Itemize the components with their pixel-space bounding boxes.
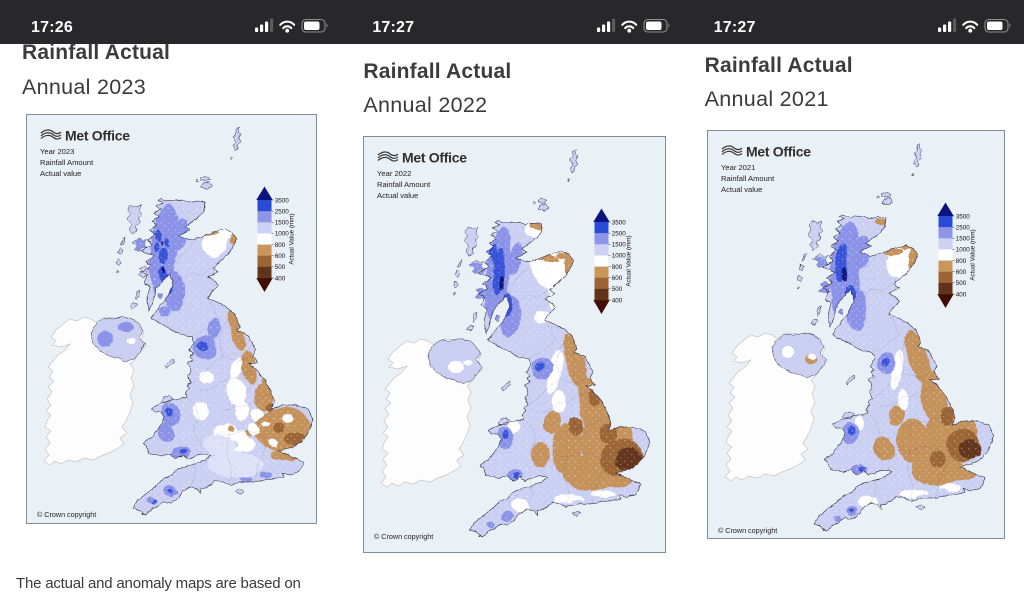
svg-text:1500: 1500 bbox=[612, 242, 627, 249]
svg-text:3500: 3500 bbox=[275, 197, 290, 204]
svg-text:Rainfall Amount: Rainfall Amount bbox=[40, 158, 94, 167]
svg-text:Actual value: Actual value bbox=[377, 191, 418, 200]
svg-text:1500: 1500 bbox=[956, 236, 971, 243]
svg-text:400: 400 bbox=[275, 275, 286, 282]
svg-text:800: 800 bbox=[612, 264, 623, 271]
svg-text:© Crown copyright: © Crown copyright bbox=[37, 510, 96, 519]
svg-text:500: 500 bbox=[956, 280, 967, 287]
svg-text:© Crown copyright: © Crown copyright bbox=[374, 532, 433, 541]
svg-text:500: 500 bbox=[612, 286, 623, 293]
svg-text:Actual Value (mm): Actual Value (mm) bbox=[289, 213, 296, 264]
svg-text:500: 500 bbox=[275, 264, 286, 271]
svg-text:Year 2023: Year 2023 bbox=[40, 147, 74, 156]
svg-text:3500: 3500 bbox=[956, 213, 971, 220]
svg-text:Rainfall Amount: Rainfall Amount bbox=[377, 180, 431, 189]
svg-text:800: 800 bbox=[956, 258, 967, 265]
svg-text:Year 2021: Year 2021 bbox=[721, 163, 755, 172]
svg-text:Actual value: Actual value bbox=[721, 185, 762, 194]
svg-text:Actual value: Actual value bbox=[40, 169, 81, 178]
svg-text:1500: 1500 bbox=[275, 220, 290, 227]
svg-text:1000: 1000 bbox=[612, 253, 627, 260]
svg-text:400: 400 bbox=[956, 291, 967, 298]
svg-text:© Crown copyright: © Crown copyright bbox=[718, 526, 777, 535]
svg-text:600: 600 bbox=[275, 253, 286, 260]
svg-text:Actual Value (mm): Actual Value (mm) bbox=[626, 235, 633, 286]
svg-text:600: 600 bbox=[612, 275, 623, 282]
svg-text:2500: 2500 bbox=[956, 224, 971, 231]
svg-text:Year 2022: Year 2022 bbox=[377, 169, 411, 178]
svg-text:800: 800 bbox=[275, 242, 286, 249]
svg-text:1000: 1000 bbox=[956, 247, 971, 254]
svg-text:Met Office: Met Office bbox=[746, 144, 811, 160]
svg-text:Rainfall Amount: Rainfall Amount bbox=[721, 174, 775, 183]
svg-text:3500: 3500 bbox=[612, 219, 627, 226]
svg-text:Met Office: Met Office bbox=[402, 150, 467, 166]
svg-text:2500: 2500 bbox=[612, 230, 627, 237]
svg-text:2500: 2500 bbox=[275, 208, 290, 215]
svg-text:Actual Value (mm): Actual Value (mm) bbox=[969, 229, 976, 280]
svg-text:Met Office: Met Office bbox=[65, 128, 130, 144]
svg-text:400: 400 bbox=[612, 297, 623, 304]
svg-text:1000: 1000 bbox=[275, 231, 290, 238]
svg-text:600: 600 bbox=[956, 269, 967, 276]
